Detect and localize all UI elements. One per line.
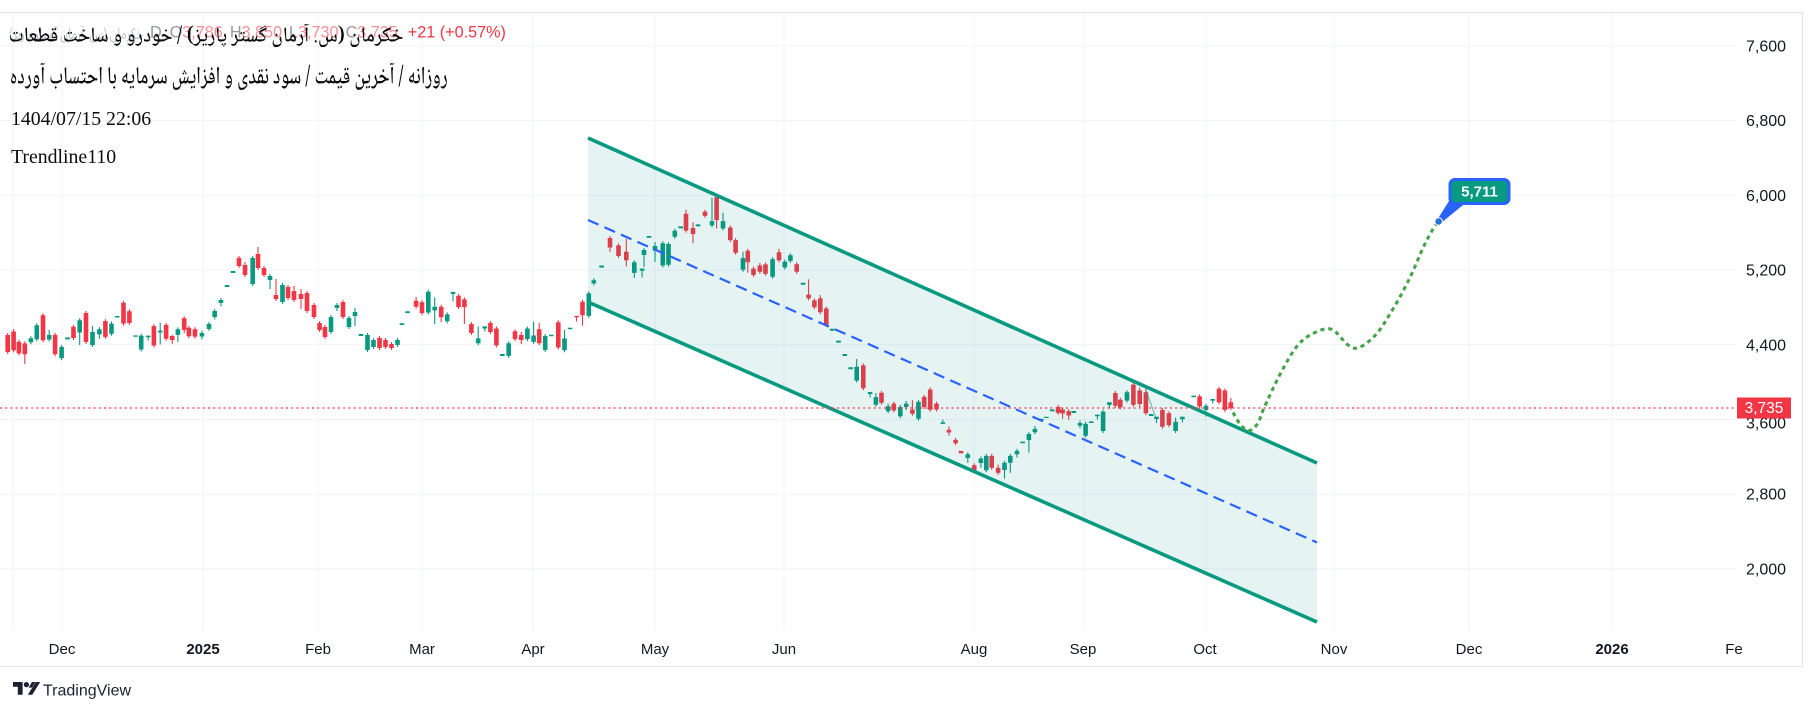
svg-text:4,400: 4,400 [1746, 337, 1786, 354]
svg-text:Dec: Dec [49, 641, 76, 658]
svg-text:Aug: Aug [961, 641, 988, 658]
svg-text:Trendline110: Trendline110 [11, 146, 116, 168]
svg-text:7,600: 7,600 [1746, 39, 1786, 56]
svg-text:2,800: 2,800 [1746, 487, 1786, 504]
svg-text:Oct: Oct [1193, 641, 1217, 658]
svg-text:TradingView: TradingView [43, 683, 131, 700]
svg-text:May: May [641, 641, 670, 658]
svg-text:6,800: 6,800 [1746, 113, 1786, 130]
svg-text:5,200: 5,200 [1746, 263, 1786, 280]
svg-text:3,735: 3,735 [1745, 400, 1784, 417]
svg-text:Sep: Sep [1070, 641, 1097, 658]
svg-text:6,000: 6,000 [1746, 188, 1786, 205]
svg-text:2025: 2025 [186, 641, 219, 658]
svg-text:2,000: 2,000 [1746, 561, 1786, 578]
svg-text:Dec: Dec [1456, 641, 1483, 658]
svg-text:Nov: Nov [1321, 641, 1348, 658]
svg-text:Feb: Feb [305, 641, 331, 658]
svg-text:Jun: Jun [772, 641, 796, 658]
svg-text:Mar: Mar [409, 641, 435, 658]
svg-text:3,600: 3,600 [1746, 416, 1786, 433]
svg-text:Fe: Fe [1725, 641, 1743, 658]
svg-text:1404/07/15 22:06: 1404/07/15 22:06 [11, 108, 151, 130]
svg-text:5,711: 5,711 [1461, 184, 1498, 201]
svg-text:Apr: Apr [521, 641, 544, 658]
svg-text:2026: 2026 [1595, 641, 1628, 658]
